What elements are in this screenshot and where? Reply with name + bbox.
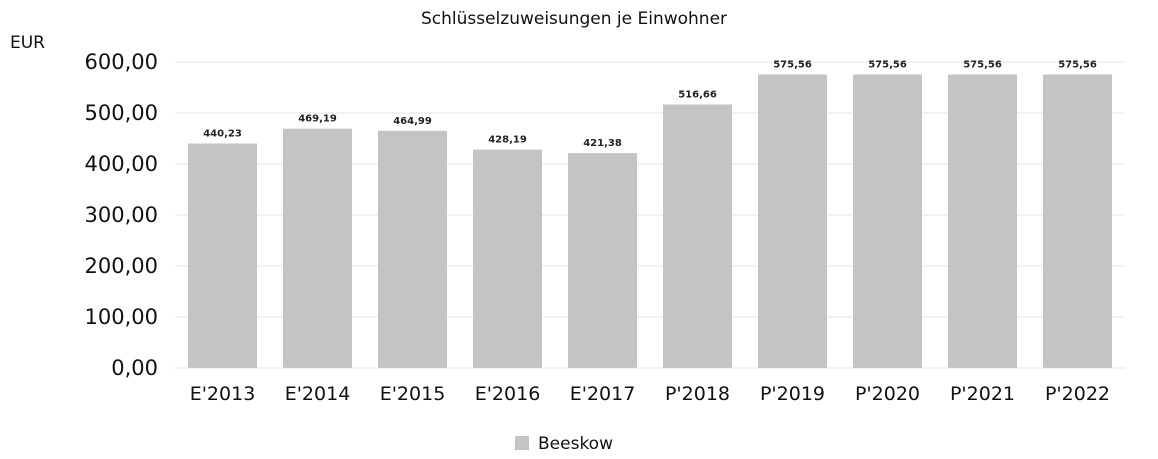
bar-value-labels: 440,23 469,19 464,99 428,19 421,38 516,66 575,… (203, 59, 1097, 149)
legend-swatch-beeskow (515, 436, 529, 450)
bar (853, 74, 922, 368)
x-axis-tick-labels: E'2013 E'2014 E'2015 E'2016 E'2017 P'2018 P'20… (190, 383, 1110, 405)
bar (758, 74, 827, 368)
y-axis-tick-labels: 0,00 100,00 200,00 300,00 400,00 500,00 600,00 (85, 50, 158, 380)
x-tick-label: E'2016 (475, 383, 541, 405)
x-tick-label: P'2019 (760, 383, 825, 405)
bar-value-label: 428,19 (488, 135, 527, 146)
y-tick-label: 300,00 (85, 203, 158, 227)
bars (188, 74, 1112, 368)
bar-value-label: 575,56 (963, 59, 1002, 70)
bar (1043, 74, 1112, 368)
y-axis-unit-label: EUR (10, 33, 45, 53)
bar (188, 143, 257, 368)
bar-value-label: 440,23 (203, 128, 242, 139)
chart-title: Schlüsselzuweisungen je Einwohner (421, 9, 727, 29)
legend-label-beeskow: Beeskow (538, 434, 613, 454)
bar-value-label: 575,56 (868, 59, 907, 70)
bar-value-label: 575,56 (1058, 59, 1097, 70)
y-tick-label: 0,00 (111, 356, 158, 380)
x-tick-label: P'2020 (855, 383, 920, 405)
bar-value-label: 516,66 (678, 90, 717, 101)
bar (948, 74, 1017, 368)
y-tick-label: 600,00 (85, 50, 158, 74)
bar (283, 128, 352, 368)
y-tick-label: 100,00 (85, 305, 158, 329)
legend: Beeskow (515, 434, 613, 454)
y-tick-label: 400,00 (85, 152, 158, 176)
x-tick-label: P'2022 (1045, 383, 1110, 405)
y-tick-label: 500,00 (85, 101, 158, 125)
x-tick-label: P'2018 (665, 383, 730, 405)
bar-value-label: 421,38 (583, 138, 622, 149)
bar-value-label: 469,19 (298, 114, 337, 125)
x-tick-label: E'2017 (570, 383, 636, 405)
bar (663, 104, 732, 368)
bar (378, 130, 447, 368)
bar (568, 153, 637, 368)
x-tick-label: E'2014 (285, 383, 351, 405)
x-tick-label: E'2015 (380, 383, 446, 405)
bar-value-label: 464,99 (393, 116, 432, 127)
bar-value-label: 575,56 (773, 59, 812, 70)
x-tick-label: P'2021 (950, 383, 1015, 405)
y-tick-label: 200,00 (85, 254, 158, 278)
bar (473, 149, 542, 368)
x-tick-label: E'2013 (190, 383, 256, 405)
